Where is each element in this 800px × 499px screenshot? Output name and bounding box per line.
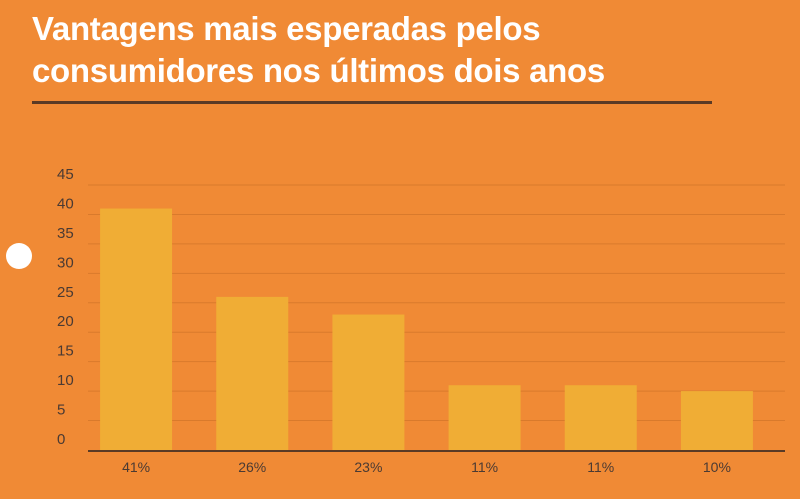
x-tick-label: 26% (238, 459, 266, 475)
x-tick-label: 11% (471, 459, 498, 475)
title-underline (32, 101, 712, 104)
bar[interactable] (680, 391, 753, 450)
y-tick-label: 40 (57, 195, 74, 212)
bar[interactable] (448, 385, 521, 450)
y-tick-label: 10 (57, 372, 74, 389)
x-tick-label: 10% (703, 459, 731, 475)
y-tick-label: 5 (57, 402, 65, 419)
y-tick-label: 45 (57, 166, 74, 183)
bar[interactable] (216, 296, 289, 450)
bar[interactable] (564, 385, 637, 450)
y-tick-label: 25 (57, 284, 74, 301)
bars (100, 208, 753, 450)
y-tick-label: 15 (57, 343, 74, 360)
y-tick-label: 20 (57, 313, 74, 330)
y-tick-label: 0 (57, 431, 65, 448)
x-tick-label: 11% (587, 459, 614, 475)
slide-indicator-dot[interactable] (6, 243, 32, 269)
y-tick-label: 30 (57, 254, 74, 271)
x-axis-labels: 41% 26% 23% 11% 11% 10% (122, 459, 731, 475)
chart-title: Vantagens mais esperadas pelos consumido… (32, 10, 605, 89)
bar[interactable] (100, 208, 173, 450)
y-axis-ticks: 0 5 10 15 20 25 30 35 40 45 (57, 166, 74, 448)
grid-lines (88, 184, 785, 422)
x-tick-label: 41% (122, 459, 150, 475)
y-tick-label: 35 (57, 225, 74, 242)
x-tick-label: 23% (354, 459, 382, 475)
bar[interactable] (332, 314, 405, 450)
